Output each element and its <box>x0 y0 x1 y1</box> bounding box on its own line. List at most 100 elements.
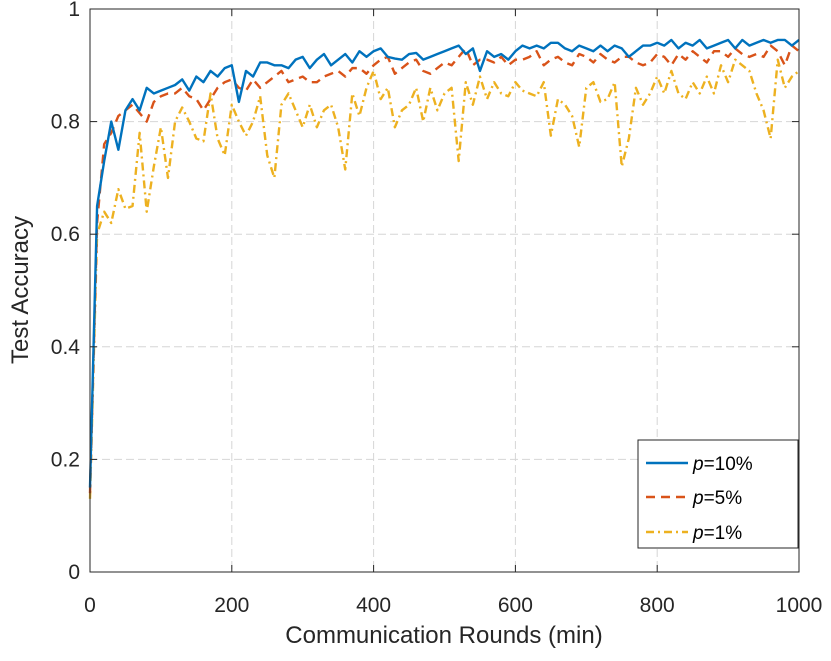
data-point-p10 <box>465 53 467 55</box>
data-point-p1 <box>210 93 212 95</box>
data-point-p1 <box>500 93 502 95</box>
data-point-p10 <box>529 48 531 50</box>
data-point-p5 <box>678 53 680 55</box>
data-point-p10 <box>486 50 488 52</box>
x-tick-label: 600 <box>498 594 533 617</box>
data-point-p1 <box>628 138 630 140</box>
data-point-p10 <box>266 62 268 64</box>
data-point-p1 <box>359 115 361 117</box>
data-point-p1 <box>181 107 183 109</box>
y-tick-labels: 0 0.2 0.4 0.6 0.8 1 <box>51 0 81 584</box>
series-p10 <box>88 38 800 488</box>
data-point-p10 <box>231 65 233 67</box>
data-point-p5 <box>706 62 708 64</box>
data-point-p1 <box>656 76 658 78</box>
data-point-p1 <box>110 222 112 224</box>
data-point-p1 <box>692 81 694 83</box>
data-point-p5 <box>749 56 751 58</box>
data-point-p1 <box>266 155 268 157</box>
data-point-p10 <box>727 39 729 41</box>
data-point-p1 <box>118 188 120 190</box>
data-point-p5 <box>430 73 432 75</box>
data-point-p10 <box>756 42 758 44</box>
data-point-p5 <box>139 112 141 114</box>
legend-box <box>637 439 799 549</box>
data-point-p10 <box>550 42 552 44</box>
data-point-p10 <box>472 48 474 50</box>
data-point-p1 <box>515 81 517 83</box>
data-point-p10 <box>649 45 651 47</box>
data-point-p5 <box>571 65 573 67</box>
data-point-p10 <box>309 67 311 69</box>
data-point-p1 <box>302 126 304 128</box>
data-point-p1 <box>671 70 673 72</box>
data-point-p5 <box>685 59 687 61</box>
data-point-p5 <box>380 59 382 61</box>
legend-var-p1: p <box>692 523 704 544</box>
data-point-p10 <box>344 53 346 55</box>
data-point-p10 <box>330 65 332 67</box>
data-point-p5 <box>550 59 552 61</box>
data-point-p1 <box>316 126 318 128</box>
x-tick-label: 400 <box>356 594 391 617</box>
data-point-p1 <box>699 93 701 95</box>
data-point-p10 <box>656 42 658 44</box>
data-point-p1 <box>784 87 786 89</box>
data-point-p10 <box>295 59 297 61</box>
data-point-p10 <box>515 50 517 52</box>
data-point-p5 <box>621 56 623 58</box>
data-point-p10 <box>593 50 595 52</box>
data-point-p5 <box>196 98 198 100</box>
data-point-p10 <box>564 48 566 50</box>
data-point-p1 <box>458 160 460 162</box>
data-point-p1 <box>486 98 488 100</box>
data-point-p10 <box>685 42 687 44</box>
data-point-p1 <box>217 138 219 140</box>
data-point-p1 <box>196 138 198 140</box>
data-point-p5 <box>699 56 701 58</box>
data-point-p10 <box>536 45 538 47</box>
data-point-p10 <box>281 65 283 67</box>
data-point-p5 <box>394 73 396 75</box>
data-point-p1 <box>288 93 290 95</box>
data-point-p1 <box>245 135 247 137</box>
data-point-p5 <box>373 65 375 67</box>
data-point-p1 <box>295 110 297 112</box>
legend-var-p10: p <box>692 454 704 475</box>
data-point-p10 <box>430 56 432 58</box>
data-point-p5 <box>167 93 169 95</box>
series-line-p1 <box>88 58 800 499</box>
data-point-p1 <box>741 65 743 67</box>
data-point-p5 <box>663 56 665 58</box>
data-point-p10 <box>188 90 190 92</box>
y-tick-label: 0.2 <box>51 448 80 471</box>
data-point-p5 <box>415 59 417 61</box>
data-point-p10 <box>607 50 609 52</box>
data-point-p10 <box>238 101 240 103</box>
data-point-p5 <box>160 95 162 97</box>
data-point-p5 <box>366 73 368 75</box>
data-point-p5 <box>727 56 729 58</box>
data-point-p5 <box>316 81 318 83</box>
data-point-p1 <box>188 121 190 123</box>
data-point-p5 <box>486 59 488 61</box>
data-point-p5 <box>281 70 283 72</box>
legend-value-p1: =1% <box>704 523 743 544</box>
data-point-p10 <box>763 39 765 41</box>
data-point-p1 <box>309 104 311 106</box>
data-point-p5 <box>274 76 276 78</box>
data-point-p5 <box>479 59 481 61</box>
data-point-p1 <box>557 98 559 100</box>
data-point-p1 <box>167 177 169 179</box>
data-point-p1 <box>337 126 339 128</box>
data-point-p5 <box>557 56 559 58</box>
data-point-p1 <box>770 138 772 140</box>
data-point-p10 <box>642 45 644 47</box>
data-point-p1 <box>153 166 155 168</box>
data-point-p1 <box>543 81 545 83</box>
series-line-p5 <box>88 44 800 494</box>
data-point-p5 <box>337 70 339 72</box>
x-tick-label: 800 <box>640 594 675 617</box>
data-point-p1 <box>125 208 127 210</box>
data-point-p10 <box>422 59 424 61</box>
